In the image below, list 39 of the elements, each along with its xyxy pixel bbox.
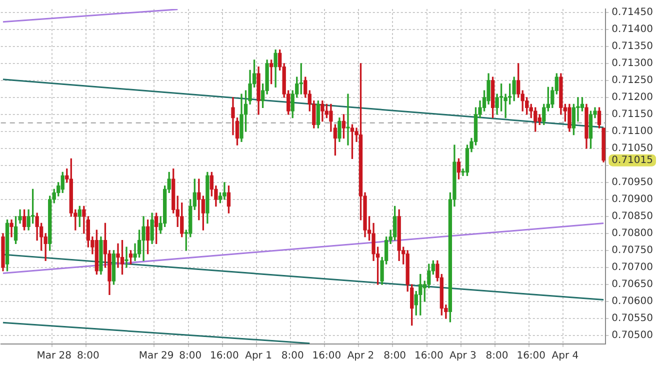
y-tick-label: 0.71050 (612, 143, 654, 154)
y-tick-label: 0.71450 (612, 6, 654, 18)
y-tick-label: 0.70500 (612, 330, 654, 342)
y-tick-label: 0.70850 (612, 211, 654, 222)
x-tick-label: 8:00 (179, 350, 202, 362)
candlestick (124, 246, 128, 268)
candlestick (222, 182, 226, 200)
y-tick-label: 0.71100 (612, 126, 654, 138)
x-tick-label: 8:00 (486, 350, 508, 362)
x-tick-label: 16:00 (210, 350, 239, 362)
x-tick-label: Apr 2 (347, 350, 374, 362)
x-tick-label: Apr 3 (450, 350, 476, 362)
x-tick-label: 8:00 (384, 350, 406, 362)
y-tick-label: 0.70800 (612, 228, 654, 240)
y-tick-label: 0.71150 (612, 109, 654, 120)
candlestick (10, 220, 14, 238)
y-tick-label: 0.70550 (612, 313, 654, 324)
y-tick-label: 0.70900 (612, 194, 654, 206)
y-tick-label: 0.70650 (612, 279, 654, 290)
x-tick-label: Apr 4 (552, 350, 579, 362)
x-tick-label: Mar 29 (138, 350, 174, 362)
candlestick (346, 94, 350, 146)
x-tick-label: 8:00 (281, 350, 304, 362)
x-tick-label: Apr 1 (245, 350, 272, 362)
y-tick-label: 0.71200 (612, 92, 654, 104)
x-tick-label: Mar 28 (36, 350, 72, 362)
y-tick-label: 0.71250 (612, 75, 654, 86)
x-tick-label: 16:00 (312, 350, 342, 362)
x-tick-label: 16:00 (414, 350, 444, 362)
y-tick-label: 0.71300 (612, 58, 654, 70)
y-tick-label: 0.70750 (612, 245, 654, 256)
y-tick-label: 0.70700 (612, 262, 654, 274)
y-tick-label: 0.70600 (612, 296, 654, 308)
x-tick-label: 8:00 (76, 350, 100, 362)
y-tick-label: 0.71400 (612, 24, 654, 35)
y-tick-label: 0.70950 (612, 177, 654, 188)
x-tick-label: 16:00 (516, 350, 546, 362)
y-tick-label: 0.71350 (612, 41, 654, 52)
text: 0.71015 (612, 154, 654, 166)
